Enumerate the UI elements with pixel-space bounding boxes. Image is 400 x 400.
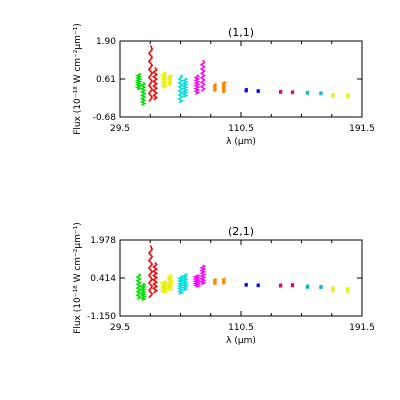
y-tick-label: 1.978	[90, 236, 116, 246]
data-series	[147, 245, 159, 299]
data-point	[319, 91, 323, 96]
data-point	[160, 71, 169, 89]
data-point	[222, 80, 228, 94]
data-point	[290, 90, 295, 95]
data-series	[213, 80, 228, 94]
data-series	[192, 264, 207, 288]
data-point	[165, 274, 175, 292]
data-point	[256, 89, 260, 94]
data-series	[193, 59, 206, 95]
data-series	[147, 45, 159, 102]
data-series	[305, 284, 323, 290]
data-point	[199, 264, 207, 286]
y-tick-label: 0.61	[96, 75, 116, 85]
x-axis-label: λ (μm)	[226, 336, 256, 346]
data-point	[152, 262, 159, 294]
data-point	[278, 283, 283, 288]
data-point	[256, 283, 260, 288]
data-point	[147, 245, 154, 299]
chart-title: (2,1)	[228, 225, 254, 238]
data-point	[305, 90, 310, 95]
x-tick-label: 110.5	[228, 124, 254, 134]
data-point	[213, 278, 217, 286]
data-point	[193, 74, 201, 95]
data-series	[331, 286, 350, 294]
data-point	[181, 77, 189, 98]
y-tick-label: -1.150	[87, 312, 116, 322]
data-point	[192, 274, 202, 288]
data-series	[177, 74, 189, 104]
y-tick-label: 1.90	[96, 37, 116, 47]
chart-panel: (1,1) 29.5 110.5 191.5 -0.68 0.61 1.90 λ (μm) Fl…	[73, 23, 375, 147]
data-point	[213, 82, 217, 92]
y-tick-label: 0.414	[90, 274, 116, 284]
x-tick-label: 29.5	[110, 124, 130, 134]
data-series	[278, 89, 295, 95]
data-point	[176, 275, 185, 295]
chart-panel: (2,1) 29.5 110.5 191.5 -1.150 0.414 1.978 λ (μm…	[73, 222, 375, 346]
data-series	[244, 87, 260, 94]
x-axis-label: λ (μm)	[226, 137, 256, 147]
data-point	[181, 272, 189, 292]
data-series	[244, 282, 260, 288]
data-point	[346, 286, 350, 294]
y-axis-label: Flux (10⁻¹⁸ W cm⁻²μm⁻¹)	[73, 23, 83, 135]
data-point	[222, 277, 226, 285]
data-point	[139, 282, 148, 301]
data-series	[176, 272, 189, 295]
data-point	[159, 280, 169, 294]
x-tick-label: 29.5	[110, 323, 130, 333]
x-tick-label: 191.5	[349, 323, 375, 333]
data-series	[331, 92, 350, 99]
data-series	[160, 71, 175, 89]
data-point	[139, 81, 147, 106]
data-series	[278, 282, 295, 288]
data-point	[244, 87, 248, 93]
y-axis-label: Flux (10⁻¹⁸ W cm⁻²μm⁻¹)	[73, 222, 83, 334]
data-point	[305, 284, 310, 289]
data-point	[152, 67, 159, 101]
data-series	[135, 272, 148, 301]
data-point	[244, 282, 248, 287]
y-tick-label: -0.68	[93, 113, 117, 123]
data-point	[135, 272, 142, 300]
data-series	[134, 72, 147, 106]
data-series	[305, 90, 323, 96]
data-point	[331, 92, 335, 98]
data-point	[319, 284, 323, 290]
data-point	[168, 74, 175, 86]
data-point	[346, 93, 350, 99]
data-series	[213, 277, 226, 286]
data-point	[290, 282, 295, 288]
data-point	[331, 286, 335, 293]
chart-title: (1,1)	[228, 26, 254, 39]
data-point	[199, 59, 206, 92]
data-point	[134, 72, 143, 91]
data-point	[278, 89, 283, 94]
data-series	[159, 274, 175, 294]
x-tick-label: 110.5	[228, 323, 254, 333]
data-point	[147, 45, 154, 102]
x-tick-label: 191.5	[349, 124, 375, 134]
